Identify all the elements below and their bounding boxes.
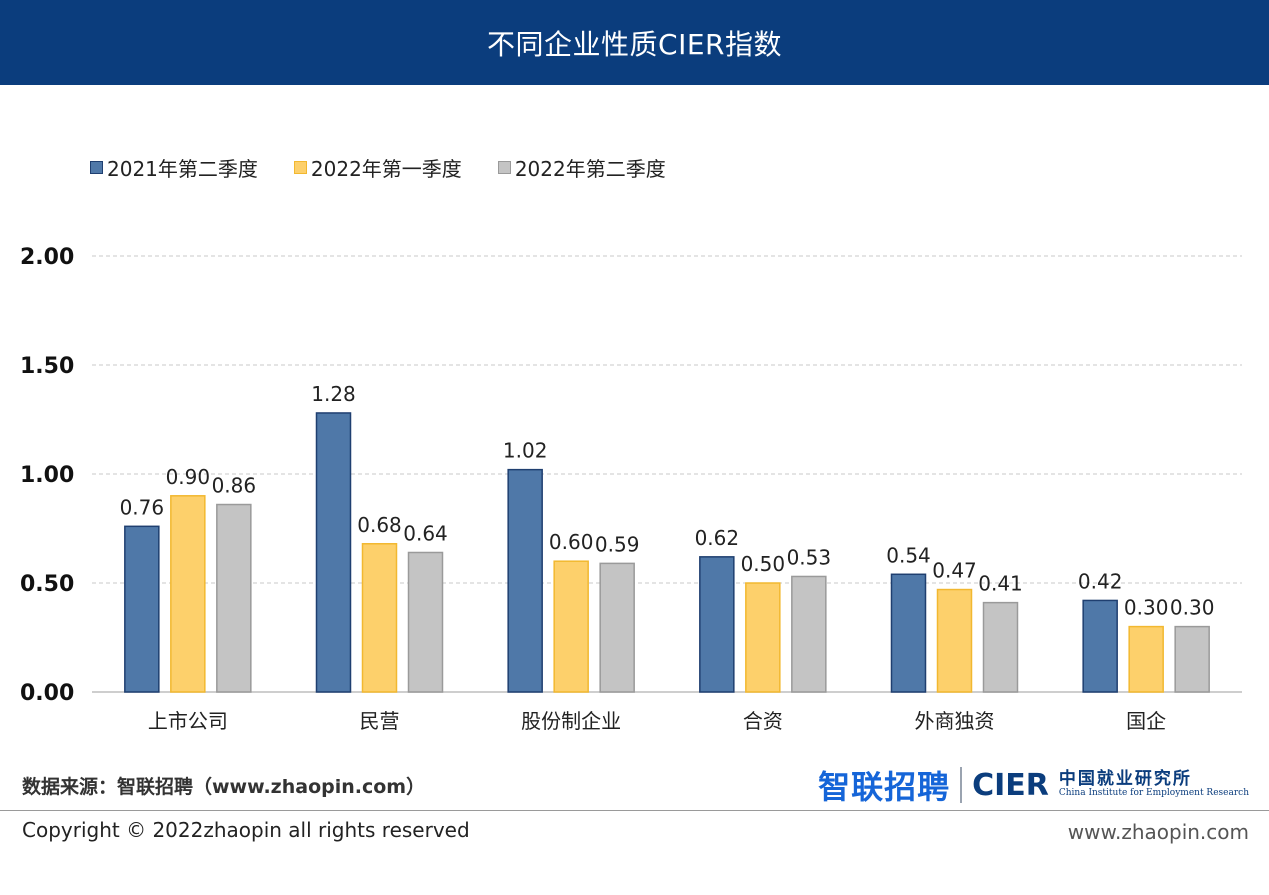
x-tick-label-2: 股份制企业	[521, 709, 621, 733]
header-bar: 不同企业性质CIER指数	[0, 0, 1269, 85]
legend-label-series-2: 2022年第二季度	[514, 156, 666, 181]
bar-1-2	[407, 551, 444, 693]
data-label-4-2: 0.41	[978, 572, 1023, 596]
bar-4-1	[936, 588, 973, 693]
data-label-2-2: 0.59	[595, 532, 640, 556]
legend-item-series-1: 2022年第一季度	[293, 153, 462, 182]
legend-item-series-0: 2021年第二季度	[90, 153, 258, 182]
chart-legend: 2021年第二季度 2022年第一季度 2022年第二季度	[90, 152, 666, 182]
copyright-text: Copyright © 2022zhaopin all rights reser…	[22, 818, 470, 842]
y-tick-label-0: 0.00	[20, 681, 74, 706]
bar-0-1	[170, 495, 206, 693]
zhaopin-logo-text: 智联招聘	[818, 768, 951, 806]
data-label-0-2: 0.86	[212, 474, 257, 498]
legend-item-series-2: 2022年第二季度	[497, 153, 666, 182]
data-label-3-0: 0.62	[695, 526, 740, 550]
brand-logo: 智联招聘 CIER 中国就业研究所 China Institute for Em…	[818, 764, 1249, 806]
x-tick-label-5: 国企	[1126, 709, 1166, 733]
chart-title: 不同企业性质CIER指数	[487, 27, 782, 61]
data-label-3-2: 0.53	[787, 545, 832, 569]
legend-swatch-series-2	[497, 160, 511, 174]
data-label-3-1: 0.50	[741, 552, 786, 576]
x-tick-label-3: 合资	[743, 709, 783, 733]
data-label-5-2: 0.30	[1170, 596, 1215, 620]
y-tick-label-2: 1.00	[20, 463, 74, 488]
y-tick-label-1: 0.50	[20, 572, 74, 597]
data-label-1-2: 0.64	[403, 521, 448, 545]
cier-logo-text: CIER	[972, 767, 1049, 803]
y-tick-label-3: 1.50	[20, 354, 74, 379]
data-label-5-0: 0.42	[1078, 569, 1123, 593]
bar-5-1	[1128, 625, 1164, 693]
footer-url: www.zhaopin.com	[1067, 820, 1249, 844]
bar-3-2	[791, 575, 827, 693]
y-tick-label-4: 2.00	[20, 245, 74, 270]
logo-separator	[960, 767, 963, 803]
bar-1-1	[361, 543, 398, 693]
x-tick-label-4: 外商独资	[915, 709, 995, 733]
bar-4-0	[890, 573, 927, 693]
bar-0-0	[124, 525, 160, 693]
legend-swatch-series-1	[293, 160, 307, 174]
bar-2-0	[507, 468, 543, 693]
x-tick-label-0: 上市公司	[148, 709, 228, 733]
data-label-2-1: 0.60	[549, 530, 594, 554]
bar-4-2	[982, 601, 1019, 693]
data-label-2-0: 1.02	[503, 439, 548, 463]
data-label-5-1: 0.30	[1124, 596, 1169, 620]
x-tick-label-1: 民营	[360, 709, 400, 733]
bar-2-2	[599, 562, 635, 693]
bar-5-2	[1174, 625, 1210, 693]
data-label-0-1: 0.90	[166, 465, 211, 489]
bar-5-0	[1082, 599, 1118, 693]
legend-swatch-series-0	[90, 160, 103, 174]
legend-label-series-1: 2022年第一季度	[310, 156, 462, 181]
cier-logo-subtext: 中国就业研究所 China Institute for Employment R…	[1058, 769, 1249, 799]
bar-0-2	[216, 503, 252, 693]
bar-1-0	[315, 412, 352, 693]
data-source-note: 数据来源：智联招聘（www.zhaopin.com）	[22, 776, 426, 798]
footer-divider	[0, 810, 1269, 811]
data-label-1-0: 1.28	[311, 382, 356, 406]
cier-english-name: China Institute for Employment Research	[1058, 788, 1249, 799]
bar-2-1	[553, 560, 589, 693]
data-label-0-0: 0.76	[120, 495, 165, 519]
legend-label-series-0: 2021年第二季度	[107, 156, 258, 181]
bar-3-1	[745, 582, 781, 693]
cier-chinese-name: 中国就业研究所	[1058, 769, 1192, 790]
data-label-4-0: 0.54	[886, 543, 931, 567]
bar-chart: 0.00 0.50 1.00 1.50 2.00 0.760.90 0.86 上市公司 1.28…	[20, 245, 1242, 733]
bar-3-0	[699, 556, 735, 693]
data-label-1-1: 0.68	[357, 513, 402, 537]
data-label-4-1: 0.47	[932, 559, 977, 583]
